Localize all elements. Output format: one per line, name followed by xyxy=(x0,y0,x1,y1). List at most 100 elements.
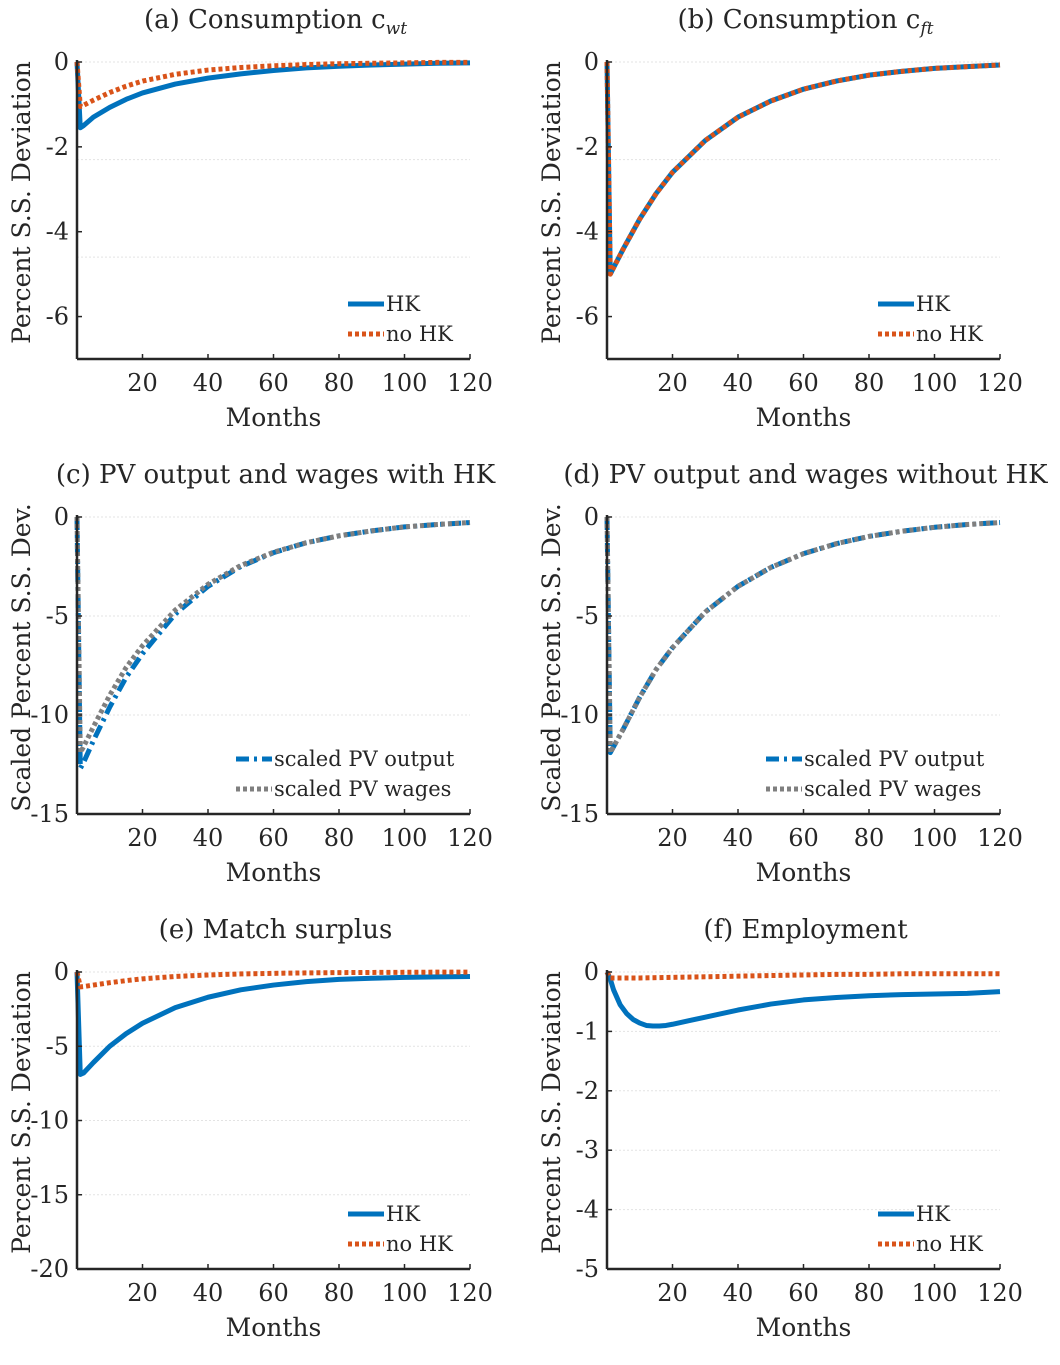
chart-d-xtick-label: 60 xyxy=(788,824,819,852)
chart-d-xtick-label: 40 xyxy=(723,824,754,852)
chart-a-ylabel: Percent S.S. Deviation xyxy=(7,61,36,344)
chart-a-svg: (a) Consumption cwt 0 -2 -4 -6 20 40 60 80 100 120… xyxy=(7,5,493,432)
chart-e-ylabel: Percent S.S. Deviation xyxy=(7,971,36,1254)
chart-d-xtick-label: 20 xyxy=(657,824,688,852)
chart-d-xlabel: Months xyxy=(756,858,852,887)
chart-b-xlabel: Months xyxy=(756,403,852,432)
chart-a-xtick-label: 80 xyxy=(324,369,355,397)
chart-c-ylabel: Scaled Percent S.S. Dev. xyxy=(7,503,36,811)
chart-a-xtick-label: 60 xyxy=(258,369,289,397)
chart-d-svg: (d) PV output and wages without HK 0 -5 -10… xyxy=(537,460,1048,887)
chart-e-ytick-label: -20 xyxy=(30,1255,69,1283)
chart-d-legend-label-0: scaled PV output xyxy=(804,747,985,771)
chart-a-ytick-label: -2 xyxy=(46,133,69,161)
chart-f-ytick-label: -4 xyxy=(576,1196,599,1224)
chart-a-xtick-label: 100 xyxy=(382,369,428,397)
chart-f-series-line-0 xyxy=(604,970,1001,1029)
chart-a-legend-label-1: no HK xyxy=(386,322,453,346)
chart-b-legend-label-0: HK xyxy=(916,292,950,316)
chart-panel-f: (f) Employment 0 -1 -2 -3 -4 -5 20 40 60 80 100 120 M… xyxy=(530,910,1060,1365)
chart-b-xtick-label: 40 xyxy=(723,369,754,397)
chart-d-title: (d) PV output and wages without HK xyxy=(563,460,1048,490)
chart-f-xtick-label: 100 xyxy=(912,1279,958,1307)
chart-b-legend-label-1: no HK xyxy=(916,322,983,346)
chart-c-ytick-label: 0 xyxy=(54,503,69,531)
chart-e-xtick-label: 80 xyxy=(324,1279,355,1307)
chart-c-xtick-label: 40 xyxy=(193,824,224,852)
chart-b-xtick-label: 100 xyxy=(912,369,958,397)
chart-e-xtick-label: 100 xyxy=(382,1279,428,1307)
chart-b-title: (b) Consumption cft xyxy=(678,5,934,39)
chart-d-xtick-label: 80 xyxy=(854,824,885,852)
chart-panel-b: (b) Consumption cft 0 -2 -4 -6 20 40 60 80 100 120… xyxy=(530,0,1060,455)
chart-f-xtick-label: 20 xyxy=(657,1279,688,1307)
chart-a-ytick-label: 0 xyxy=(54,48,69,76)
chart-e-xlabel: Months xyxy=(226,1313,322,1342)
chart-c-legend-label-0: scaled PV output xyxy=(274,747,455,771)
chart-panel-d: (d) PV output and wages without HK 0 -5 -10… xyxy=(530,455,1060,910)
chart-f-series-line-1 xyxy=(604,970,1000,981)
chart-d-ytick-label: -15 xyxy=(560,800,599,828)
chart-e-series-line-0 xyxy=(74,971,471,1077)
chart-d-ytick-label: -10 xyxy=(560,701,599,729)
chart-b-ytick-label: 0 xyxy=(584,48,599,76)
chart-f-xlabel: Months xyxy=(756,1313,852,1342)
chart-panel-c: (c) PV output and wages with HK 0 -5 -10 -15… xyxy=(0,455,530,910)
chart-e-ytick-label: -15 xyxy=(30,1181,69,1209)
chart-c-ytick-label: -15 xyxy=(30,800,69,828)
chart-b-ytick-label: -6 xyxy=(576,303,599,331)
chart-f-xtick-label: 120 xyxy=(977,1279,1023,1307)
chart-e-xtick-label: 20 xyxy=(127,1279,158,1307)
chart-c-series-line-1 xyxy=(74,516,471,756)
chart-b-xtick-label: 80 xyxy=(854,369,885,397)
chart-c-xtick-label: 120 xyxy=(447,824,493,852)
chart-a-title-subscript: wt xyxy=(386,19,408,39)
chart-e-xtick-label: 60 xyxy=(258,1279,289,1307)
chart-a-title: (a) Consumption cwt xyxy=(144,5,407,39)
chart-a-legend-label-0: HK xyxy=(386,292,420,316)
chart-d-ytick-label: -5 xyxy=(576,602,599,630)
chart-panel-e: (e) Match surplus 0 -5 -10 -15 -20 20 40 60 80 100… xyxy=(0,910,530,1365)
chart-f-ytick-label: -3 xyxy=(576,1136,599,1164)
chart-b-ytick-label: -2 xyxy=(576,133,599,161)
chart-panel-a: (a) Consumption cwt 0 -2 -4 -6 20 40 60 80 100 120… xyxy=(0,0,530,455)
chart-c-xtick-label: 20 xyxy=(127,824,158,852)
chart-c-xtick-label: 60 xyxy=(258,824,289,852)
chart-e-legend-label-0: HK xyxy=(386,1202,420,1226)
chart-e-xtick-label: 120 xyxy=(447,1279,493,1307)
chart-f-xtick-label: 40 xyxy=(723,1279,754,1307)
chart-c-xlabel: Months xyxy=(226,858,322,887)
chart-c-svg: (c) PV output and wages with HK 0 -5 -10 -15… xyxy=(7,460,496,887)
chart-d-legend-label-1: scaled PV wages xyxy=(804,777,981,801)
chart-f-xtick-label: 60 xyxy=(788,1279,819,1307)
chart-d-series-line-1 xyxy=(604,516,1001,756)
chart-b-ytick-label: -4 xyxy=(576,218,599,246)
chart-a-xtick-label: 40 xyxy=(193,369,224,397)
chart-a-ytick-label: -4 xyxy=(46,218,69,246)
chart-a-ytick-label: -6 xyxy=(46,303,69,331)
chart-d-xtick-label: 100 xyxy=(912,824,958,852)
chart-b-ylabel: Percent S.S. Deviation xyxy=(537,61,566,344)
chart-e-svg: (e) Match surplus 0 -5 -10 -15 -20 20 40 60 80 100… xyxy=(7,915,493,1342)
chart-e-ytick-label: -10 xyxy=(30,1107,69,1135)
chart-b-xtick-label: 120 xyxy=(977,369,1023,397)
chart-e-series-line-1 xyxy=(74,969,470,990)
chart-f-xtick-label: 80 xyxy=(854,1279,885,1307)
chart-b-title-subscript: ft xyxy=(918,19,933,39)
chart-f-ytick-label: -2 xyxy=(576,1077,599,1105)
chart-d-xtick-label: 120 xyxy=(977,824,1023,852)
chart-f-legend-label-0: HK xyxy=(916,1202,950,1226)
chart-f-ytick-label: -5 xyxy=(576,1255,599,1283)
chart-f-legend-label-1: no HK xyxy=(916,1232,983,1256)
chart-c-xtick-label: 100 xyxy=(382,824,428,852)
chart-e-title: (e) Match surplus xyxy=(159,915,393,945)
chart-e-legend-label-1: no HK xyxy=(386,1232,453,1256)
chart-c-ytick-label: -5 xyxy=(46,602,69,630)
chart-a-xtick-label: 20 xyxy=(127,369,158,397)
chart-c-xtick-label: 80 xyxy=(324,824,355,852)
chart-c-legend-label-1: scaled PV wages xyxy=(274,777,451,801)
chart-b-series-line-1 xyxy=(604,61,1001,277)
chart-c-title: (c) PV output and wages with HK xyxy=(56,460,496,490)
chart-a-series-line-0 xyxy=(74,60,471,131)
chart-e-ytick-label: 0 xyxy=(54,958,69,986)
